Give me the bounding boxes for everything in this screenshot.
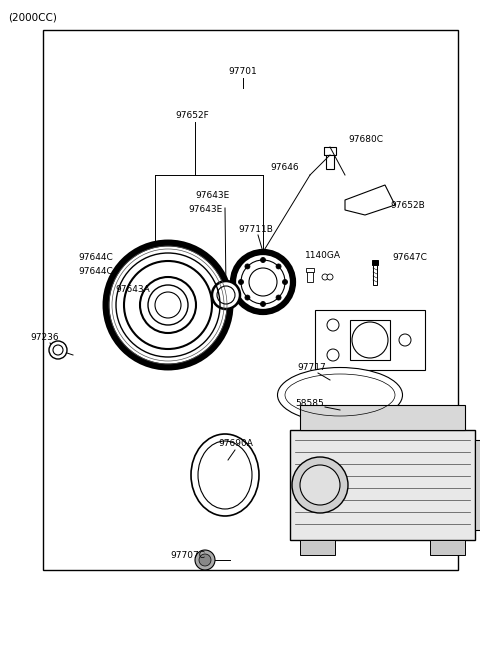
Text: 97707C: 97707C (170, 550, 205, 559)
Ellipse shape (277, 367, 403, 422)
Text: 97717: 97717 (297, 364, 326, 373)
Circle shape (245, 264, 250, 269)
Text: 97646: 97646 (270, 164, 299, 172)
Text: 97643E: 97643E (188, 206, 222, 214)
Bar (306, 268, 314, 272)
Text: 97652F: 97652F (175, 111, 209, 119)
Bar (372, 260, 378, 265)
Circle shape (300, 465, 340, 505)
Circle shape (292, 457, 348, 513)
Text: (2000CC): (2000CC) (8, 13, 57, 23)
Text: 58585: 58585 (295, 398, 324, 407)
Circle shape (322, 274, 328, 280)
Circle shape (195, 550, 215, 570)
Bar (307, 272, 313, 282)
Text: 97644C: 97644C (78, 267, 113, 276)
Polygon shape (345, 185, 395, 215)
Bar (300, 405, 465, 430)
Circle shape (106, 243, 230, 367)
Circle shape (283, 280, 288, 284)
Text: 97690A: 97690A (218, 438, 253, 447)
Circle shape (352, 322, 388, 358)
Text: 97643A: 97643A (115, 286, 150, 295)
Bar (475, 440, 480, 530)
Text: 97644C: 97644C (78, 253, 113, 263)
Circle shape (261, 301, 265, 307)
Text: 97643E: 97643E (195, 191, 229, 200)
Circle shape (199, 554, 211, 566)
Bar (326, 155, 334, 169)
Bar (300, 540, 335, 555)
Text: 97711B: 97711B (238, 225, 273, 234)
Text: 1140GA: 1140GA (305, 250, 341, 259)
Bar (430, 540, 465, 555)
Bar (324, 147, 336, 155)
Text: 97701: 97701 (228, 67, 257, 77)
Bar (315, 310, 425, 370)
Circle shape (140, 277, 196, 333)
Text: 97236: 97236 (30, 333, 59, 343)
Circle shape (49, 341, 67, 359)
Text: 97652B: 97652B (390, 200, 425, 210)
Circle shape (276, 295, 281, 300)
Text: 97647C: 97647C (392, 253, 427, 263)
Circle shape (327, 274, 333, 280)
Circle shape (233, 252, 293, 312)
Bar (290, 430, 475, 540)
Bar (350, 320, 390, 360)
Circle shape (212, 281, 240, 309)
Circle shape (245, 295, 250, 300)
Circle shape (239, 280, 243, 284)
Bar (373, 265, 377, 285)
Bar (43, 30, 458, 570)
Ellipse shape (191, 434, 259, 516)
Circle shape (276, 264, 281, 269)
Circle shape (148, 285, 188, 325)
Text: 97680C: 97680C (348, 136, 383, 145)
Circle shape (155, 292, 181, 318)
Circle shape (261, 257, 265, 263)
